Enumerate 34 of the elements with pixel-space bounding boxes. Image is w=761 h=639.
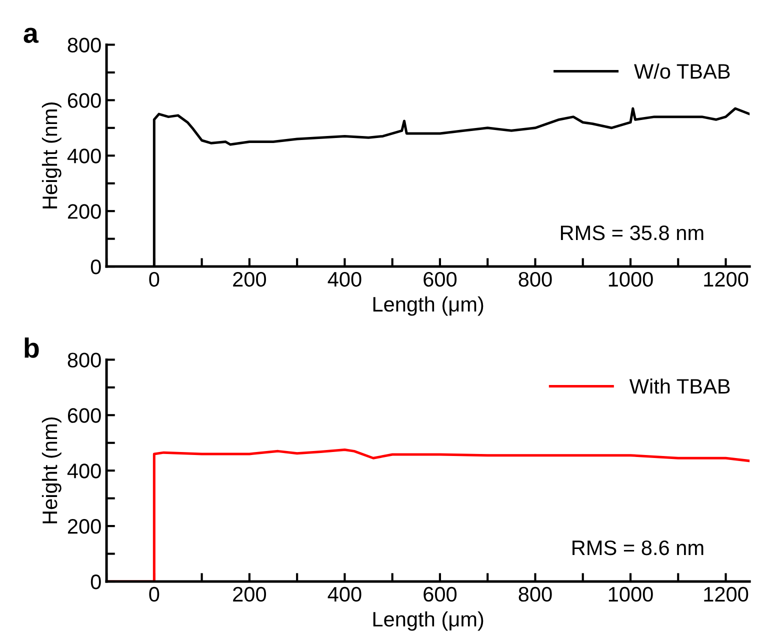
legend-label: W/o TBAB [634, 63, 730, 79]
x-tick-label: 1200 [704, 586, 748, 602]
x-axis-title: Length (μm) [373, 296, 484, 316]
x-tick-label: 600 [424, 586, 457, 602]
text: a [24, 28, 39, 43]
legend-label: With TBAB [629, 378, 730, 394]
x-tick-label: 1200 [704, 272, 748, 287]
y-tick-label: 400 [67, 148, 101, 164]
y-tick-label: 800 [68, 38, 101, 52]
text: b [24, 338, 39, 358]
y-tick-label: 200 [68, 519, 101, 534]
x-tick-label: 0 [149, 272, 160, 287]
x-tick-label: 800 [518, 272, 552, 287]
x-tick-label: 200 [233, 586, 266, 602]
annotation: RMS = 8.6 nm [572, 540, 704, 556]
y-tick-label: 200 [68, 204, 101, 219]
x-tick-label: 1000 [608, 272, 653, 287]
y-tick-label: 0 [90, 574, 101, 590]
x-tick-label: 400 [328, 586, 362, 602]
x-axis-title: Length (μm) [373, 611, 484, 631]
x-tick-label: 400 [328, 272, 362, 287]
y-axis-title: Height (nm) [42, 102, 62, 208]
y-tick-label: 400 [67, 464, 101, 478]
x-tick-label: 1000 [608, 586, 653, 602]
annotation: RMS = 35.8 nm [560, 225, 704, 240]
x-tick-label: 600 [424, 272, 457, 287]
y-tick-label: 0 [90, 260, 101, 274]
x-tick-label: 800 [518, 586, 552, 602]
y-axis-title: Height (nm) [42, 417, 62, 524]
x-tick-label: 0 [149, 586, 160, 602]
y-tick-label: 600 [68, 93, 101, 108]
y-tick-label: 600 [68, 408, 101, 423]
y-tick-label: 800 [68, 352, 101, 368]
x-tick-label: 200 [233, 272, 266, 287]
